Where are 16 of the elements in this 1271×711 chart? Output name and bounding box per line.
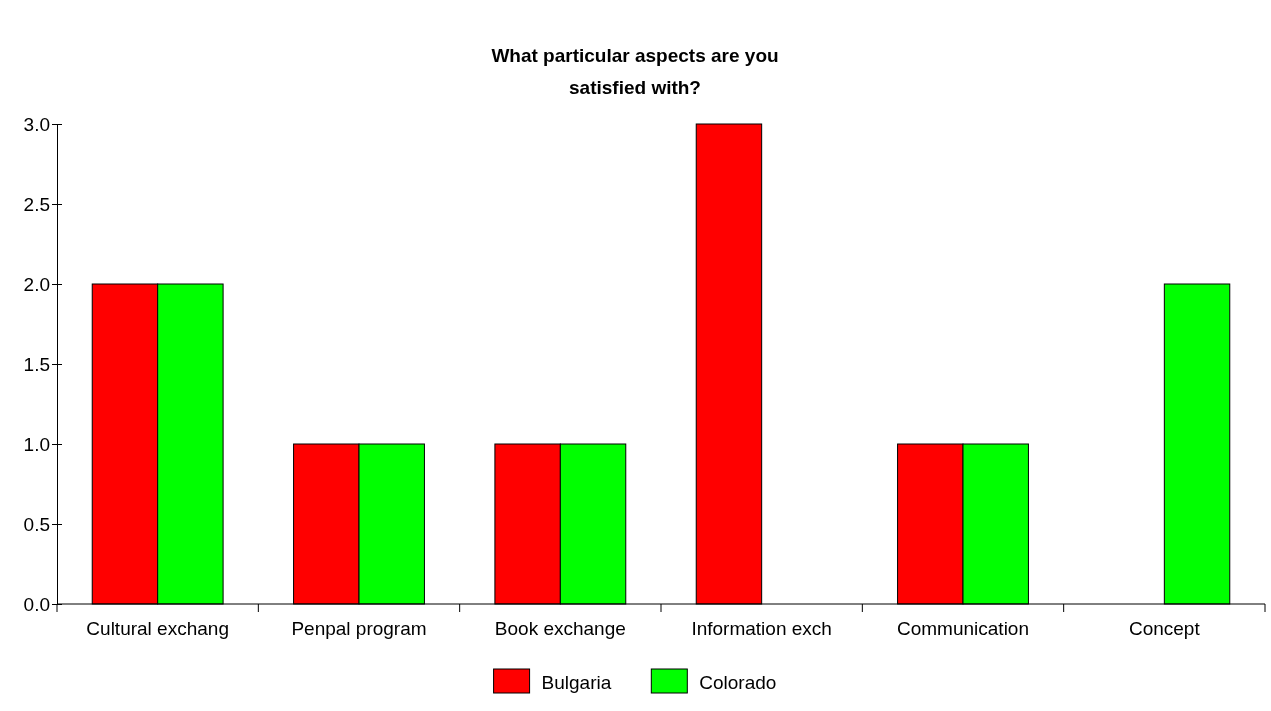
x-tick-label: Book exchange [494, 618, 626, 639]
y-tick-label: 0.0 [23, 593, 50, 615]
y-tick-label: 1.5 [23, 353, 50, 375]
y-tick-label: 1.0 [23, 433, 50, 455]
chart-title: What particular aspects are you satisfied with? [491, 45, 779, 98]
legend-label: Bulgaria [541, 672, 612, 693]
x-tick-label: Communication [897, 618, 1029, 639]
x-tick-label: Concept [1128, 618, 1201, 639]
y-tick-label: 2.5 [23, 193, 50, 215]
y-tick-label: 3.0 [23, 113, 50, 135]
x-tick-label: Information exch [691, 618, 832, 639]
legend-label: Colorado [699, 672, 777, 693]
x-tick-label: Penpal program [291, 618, 427, 639]
x-tick-label: Cultural exchang [86, 618, 229, 639]
y-tick-label: 0.5 [23, 513, 50, 535]
y-tick-label: 2.0 [23, 273, 50, 295]
